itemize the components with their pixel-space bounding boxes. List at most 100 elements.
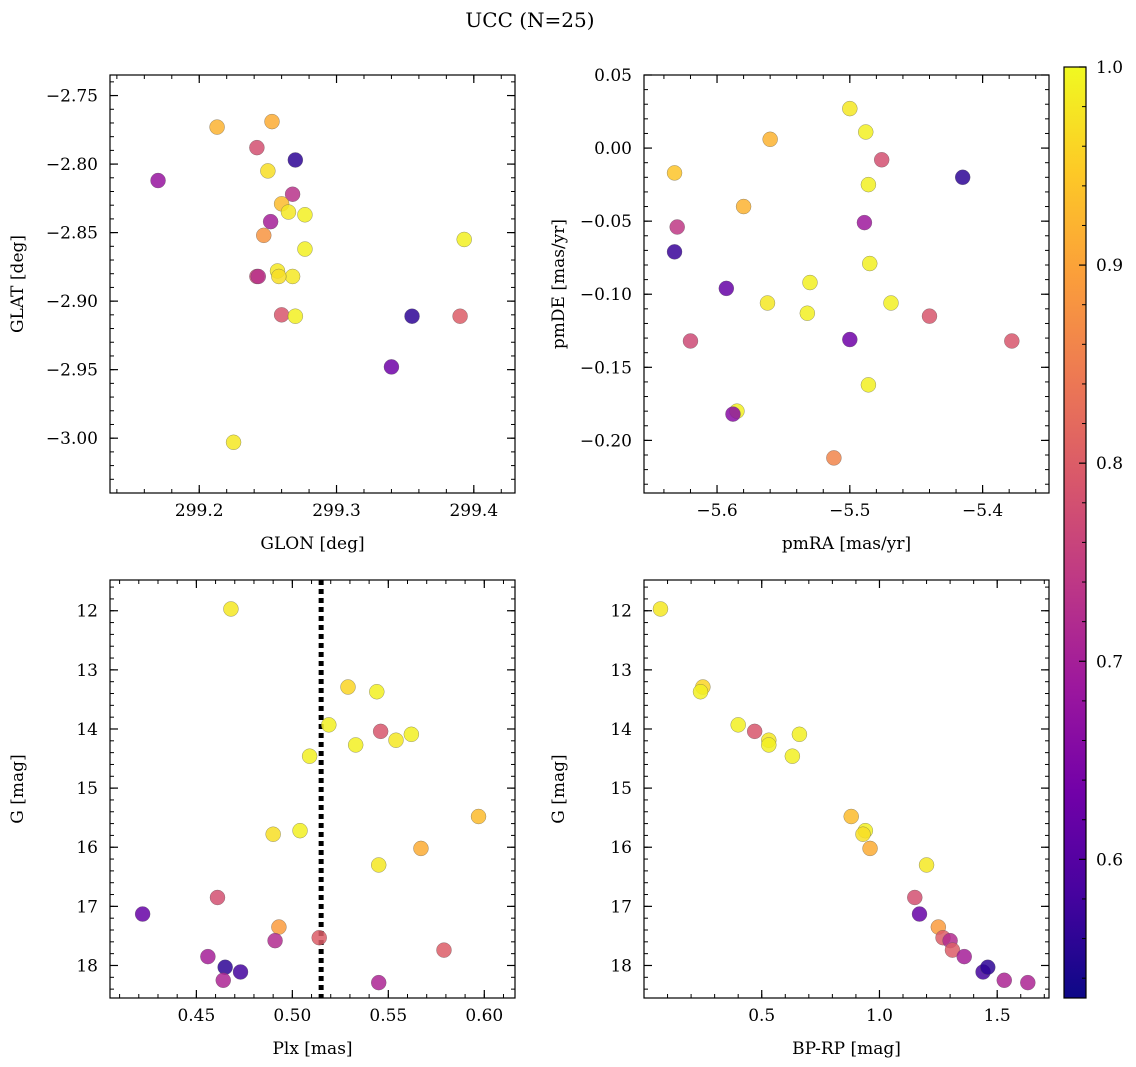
y-tick-label: −0.05 xyxy=(580,212,632,232)
y-tick-label: 0.05 xyxy=(594,66,632,86)
y-tick-label: −3.00 xyxy=(46,429,98,449)
glon-glat-point xyxy=(404,308,420,324)
bprp-g-point xyxy=(730,717,746,733)
y-tick-label: 12 xyxy=(76,602,98,622)
pmra-pmde-point xyxy=(873,152,890,168)
glon-glat-point xyxy=(297,241,313,257)
y-tick-label: −2.75 xyxy=(46,87,98,107)
glon-glat-point xyxy=(284,186,301,202)
bprp-g-point xyxy=(652,601,669,617)
y-tick-label: 18 xyxy=(610,956,632,976)
plot-area xyxy=(110,580,515,998)
plx-g-point xyxy=(388,732,404,748)
bprp-g-point xyxy=(791,726,808,743)
y-tick-label: 17 xyxy=(76,897,98,917)
glon-glat-point xyxy=(284,268,301,285)
plx-g-point xyxy=(321,717,337,733)
plx-g-point xyxy=(413,840,429,857)
plot-area xyxy=(644,75,1049,493)
bprp-g-point xyxy=(843,808,859,825)
glon-glat-point xyxy=(225,434,242,451)
pmra-pmde-point xyxy=(759,295,776,311)
plx-g-point xyxy=(223,601,239,617)
plx-g-point xyxy=(265,826,281,842)
pmra-pmde-point xyxy=(860,377,877,393)
x-tick-label: −5.4 xyxy=(962,501,1003,521)
x-tick-label: 0.50 xyxy=(273,1006,311,1026)
axes-frame xyxy=(643,74,1050,494)
plx-g-point xyxy=(267,932,283,949)
glon-glat-point xyxy=(250,268,267,285)
y-tick-label: −0.20 xyxy=(580,431,632,451)
glon-glat-point xyxy=(209,119,225,135)
glon-glat-point xyxy=(297,207,313,223)
bprp-g-point xyxy=(761,737,777,753)
plx-g-point xyxy=(232,964,249,980)
bprp-g-panel: 0.5 1.0 1.5 12 13 14 15 16 17 18 BP-RP [mag] G [mag… xyxy=(549,579,1050,1059)
colorbar-tick-label: 0.6 xyxy=(1096,850,1123,870)
bprp-g-point xyxy=(1020,974,1036,991)
glon-glat-point xyxy=(256,227,272,244)
bprp-g-point xyxy=(980,959,996,976)
plx-g-point xyxy=(347,737,364,753)
y-tick-label: 15 xyxy=(76,779,98,799)
glon-glat-point xyxy=(271,268,287,285)
plx-g-point xyxy=(134,906,151,922)
plx-g-point xyxy=(340,679,356,695)
glon-glat-point xyxy=(150,172,166,189)
bprp-g-point xyxy=(918,857,935,873)
x-tick-label: 299.3 xyxy=(312,501,361,521)
pmra-pmde-panel: −5.6 −5.5 −5.4 0.05 0.00 −0.05 −0.10 −0.15 −0.20… xyxy=(549,66,1050,554)
y-tick-label: 14 xyxy=(76,720,98,740)
y-tick-label: −2.90 xyxy=(46,292,98,312)
bprp-g-point xyxy=(692,683,709,700)
pmra-pmde-point xyxy=(856,214,873,231)
y-tick-label: 16 xyxy=(76,838,98,858)
glon-glat-point xyxy=(264,113,280,130)
x-tick-label: 0.5 xyxy=(748,1006,775,1026)
glon-glat-point xyxy=(260,163,276,179)
plx-g-point xyxy=(403,726,420,743)
y-axis-label: pmDE [mas/yr] xyxy=(549,219,569,349)
plx-g-panel: 0.45 0.50 0.55 0.60 12 13 14 15 16 17 18 Plx [mas] G… xyxy=(8,579,516,1059)
x-axis-label: GLON [deg] xyxy=(260,534,364,554)
plx-g-point xyxy=(470,808,487,825)
pmra-pmde-point xyxy=(842,331,858,348)
pmra-pmde-point xyxy=(799,305,816,321)
pmra-pmde-point xyxy=(682,333,699,349)
plx-g-point xyxy=(372,723,389,740)
pmra-pmde-point xyxy=(666,244,683,260)
colorbar-tick-label: 1.0 xyxy=(1096,58,1123,78)
x-tick-label: −5.5 xyxy=(829,501,870,521)
glon-glat-point xyxy=(262,213,279,230)
colorbar-tick-label: 0.8 xyxy=(1096,454,1123,474)
y-axis-label: G [mag] xyxy=(549,754,569,823)
plx-g-point xyxy=(311,929,327,946)
pmra-pmde-point xyxy=(842,100,858,117)
y-tick-label: −2.80 xyxy=(46,155,98,175)
y-tick-label: 16 xyxy=(610,838,632,858)
colorbar-gradient xyxy=(1063,66,1087,999)
glon-glat-point xyxy=(456,231,472,248)
plx-g-point xyxy=(215,972,231,989)
pmra-pmde-point xyxy=(921,308,938,324)
glon-glat-point xyxy=(280,204,297,220)
x-tick-label: −5.6 xyxy=(696,501,737,521)
y-axis-label: G [mag] xyxy=(8,754,28,823)
y-axis-label: GLAT [deg] xyxy=(8,235,28,333)
axes-frame xyxy=(643,579,1050,999)
glon-glat-point xyxy=(452,308,468,324)
pmra-pmde-point xyxy=(860,176,877,193)
x-axis-label: Plx [mas] xyxy=(272,1039,352,1059)
bprp-g-point xyxy=(911,906,928,922)
pmra-pmde-point xyxy=(762,131,778,148)
glon-glat-panel: 299.2 299.3 299.4 −2.75 −2.80 −2.85 −2.90 −2.95… xyxy=(8,74,516,554)
x-tick-label: 0.55 xyxy=(369,1006,407,1026)
y-tick-label: −0.10 xyxy=(580,285,632,305)
x-tick-label: 0.60 xyxy=(465,1006,503,1026)
y-tick-label: 13 xyxy=(76,661,98,681)
bprp-g-point xyxy=(784,748,801,764)
plot-area xyxy=(110,75,515,493)
glon-glat-point xyxy=(383,359,400,375)
y-tick-label: 15 xyxy=(610,779,632,799)
